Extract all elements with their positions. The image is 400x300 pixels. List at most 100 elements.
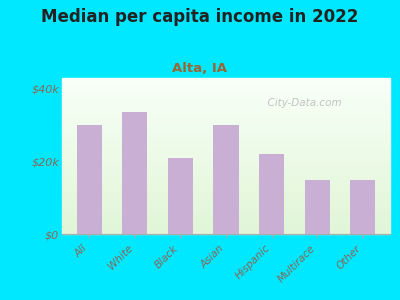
Bar [62,159,390,161]
Bar [62,218,390,220]
Bar [62,208,390,209]
Bar [62,136,390,137]
Bar [62,109,390,111]
Bar [168,158,193,234]
Bar [62,153,390,154]
Bar [62,118,390,120]
Bar [62,217,390,218]
Bar [62,103,390,104]
Bar [62,198,390,200]
Bar [62,215,390,217]
Bar [62,133,390,134]
Bar [62,139,390,140]
Bar [62,154,390,156]
Bar [62,182,390,184]
Bar [62,122,390,123]
Text: City-Data.com: City-Data.com [261,98,342,108]
Text: Median per capita income in 2022: Median per capita income in 2022 [41,8,359,26]
Text: Alta, IA: Alta, IA [172,61,228,74]
Bar [62,181,390,182]
Bar [62,94,390,95]
Bar [62,116,390,117]
Bar [62,164,390,165]
Bar [304,180,330,234]
Bar [62,91,390,92]
Bar [62,156,390,158]
Bar [62,187,390,189]
Bar [62,175,390,176]
Bar [62,231,390,232]
Bar [62,178,390,179]
Bar [62,147,390,148]
Bar [62,130,390,131]
Bar [62,228,390,229]
Bar [62,84,390,86]
Bar [62,225,390,226]
Bar [62,125,390,126]
Bar [62,95,390,97]
Bar [62,148,390,150]
Bar [62,209,390,211]
Bar [62,86,390,87]
Bar [62,101,390,103]
Bar [62,131,390,133]
Bar [62,87,390,89]
Bar [62,161,390,162]
Bar [62,104,390,106]
Bar [62,214,390,215]
Bar [62,220,390,221]
Bar [62,106,390,108]
Bar [62,114,390,116]
Bar [62,206,390,208]
Bar [62,232,390,234]
Bar [62,179,390,181]
Bar [62,226,390,228]
Bar [62,186,390,187]
Bar [62,140,390,142]
Bar [62,117,390,118]
Bar [350,180,375,234]
Bar [62,195,390,196]
Bar [62,192,390,194]
Bar [62,190,390,192]
Bar [62,134,390,136]
Bar [62,162,390,164]
Bar [62,173,390,175]
Bar [62,78,390,80]
Bar [62,204,390,206]
Bar [62,143,390,145]
Bar [62,200,390,201]
Bar [62,201,390,203]
Bar [62,158,390,159]
Bar [62,80,390,81]
Bar [122,112,148,234]
Bar [62,176,390,178]
Bar [62,89,390,91]
Bar [62,167,390,169]
Bar [62,165,390,167]
Bar [62,137,390,139]
Bar [62,142,390,143]
Bar [62,221,390,223]
Bar [62,170,390,172]
Bar [62,83,390,84]
Bar [77,125,102,234]
Bar [62,145,390,147]
Bar [62,92,390,94]
Bar [62,108,390,109]
Bar [62,169,390,170]
Bar [62,81,390,83]
Bar [62,128,390,130]
Bar [62,120,390,122]
Bar [214,125,238,234]
Bar [62,97,390,98]
Bar [62,194,390,195]
Bar [62,123,390,125]
Bar [62,172,390,173]
Bar [62,151,390,153]
Bar [62,211,390,212]
Bar [259,154,284,234]
Bar [62,212,390,214]
Bar [62,98,390,100]
Bar [62,150,390,151]
